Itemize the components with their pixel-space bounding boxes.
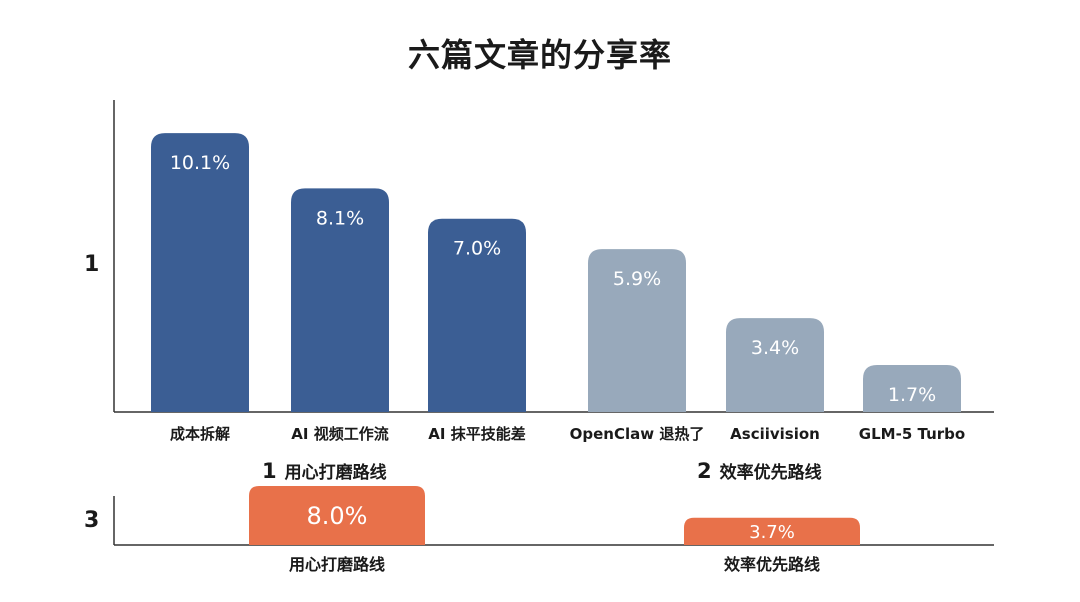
group-label-1-number: 1: [262, 459, 277, 483]
bar-2: [291, 188, 389, 412]
bottom-bar-chart: 8.0% 用心打磨路线 3.7% 效率优先路线: [113, 486, 994, 574]
bar-value-label-3: 7.0%: [453, 238, 501, 260]
top-bar-chart: 10.1% 成本拆解 8.1% AI 视频工作流 7.0% AI 抹平技能差 5.9% Ope…: [113, 100, 994, 443]
bar-4: [588, 249, 686, 412]
group-label-1-text: 用心打磨路线: [284, 463, 387, 483]
group-label-2: 2 效率优先路线: [697, 458, 822, 483]
x-tick-label-2: AI 视频工作流: [291, 425, 388, 443]
section-number-bottom: 3: [84, 508, 100, 533]
summary-x-tick-label-2: 效率优先路线: [724, 555, 820, 574]
group-label-2-number: 2: [697, 459, 712, 483]
bar-5: [726, 318, 824, 412]
x-tick-label-4: OpenClaw 退热了: [570, 425, 705, 443]
summary-bar-1: [249, 486, 425, 545]
summary-bar-value-label-2: 3.7%: [749, 522, 795, 543]
bar-value-label-5: 3.4%: [751, 337, 799, 359]
summary-x-tick-label-1: 用心打磨路线: [289, 555, 385, 574]
bar-1: [151, 133, 249, 412]
bar-value-label-2: 8.1%: [316, 207, 364, 229]
chart-title: 六篇文章的分享率: [407, 36, 672, 74]
summary-bar-2: [684, 517, 860, 545]
x-tick-label-5: Asciivision: [730, 425, 820, 443]
bar-value-label-4: 5.9%: [613, 268, 661, 290]
bar-value-label-6: 1.7%: [888, 384, 936, 406]
x-tick-label-1: 成本拆解: [170, 425, 230, 443]
summary-bar-value-label-1: 8.0%: [307, 502, 368, 530]
x-tick-label-3: AI 抹平技能差: [428, 425, 525, 443]
bar-6: [863, 365, 961, 412]
section-number-top: 1: [84, 252, 100, 277]
group-label-2-text: 效率优先路线: [719, 463, 822, 483]
x-tick-label-6: GLM-5 Turbo: [859, 425, 965, 443]
bar-value-label-1: 10.1%: [170, 152, 230, 174]
bar-3: [428, 218, 526, 412]
group-label-1: 1 用心打磨路线: [262, 458, 387, 483]
